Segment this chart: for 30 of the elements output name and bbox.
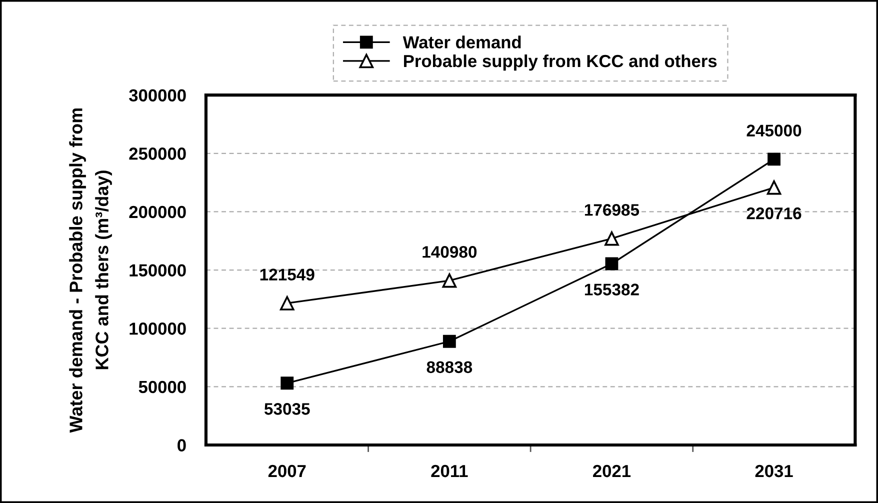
y-tick-label: 50000 [138,380,186,394]
point [604,231,619,246]
x-tick-label: 2021 [593,464,631,478]
point [605,257,618,270]
legend-label: Probable supply from KCC and others [404,54,717,71]
data-label: 245000 [746,124,802,136]
x-tick-label: 2031 [755,464,793,478]
data-label: 220716 [746,207,802,220]
x-tick-label: 2011 [431,464,468,478]
y-tick-label: 300000 [129,89,186,102]
point [280,376,294,390]
y-tick-label: 150000 [130,264,186,276]
data-label: 53035 [264,403,310,415]
y-tick-label: 200000 [129,206,186,218]
y-axis-title: Water demand - Probable supply from KCC and thers (m³/day) [69,108,112,433]
y-tick-label: 0 [178,439,186,452]
y-tick-label: 100000 [130,322,186,335]
y-tick-label: 250000 [129,148,186,160]
data-label: 121549 [260,268,314,280]
point [442,273,457,288]
data-label: 140980 [422,246,477,258]
data-label: 176985 [584,204,640,216]
data-label: 155382 [584,284,639,296]
point [766,180,782,195]
point [768,152,780,166]
point [442,334,456,348]
point [280,296,294,310]
data-label: 88838 [426,361,472,374]
x-tick-label: 2007 [268,464,306,478]
legend-label: Water demand [402,36,521,48]
